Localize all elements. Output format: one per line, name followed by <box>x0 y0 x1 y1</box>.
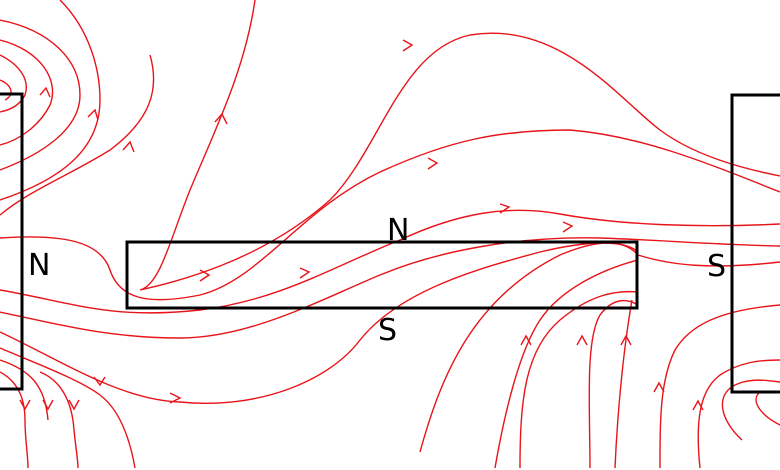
right-magnet-label: S <box>707 249 726 284</box>
right-magnet <box>730 93 780 394</box>
field-arrows <box>19 39 704 411</box>
center-magnet <box>125 240 639 310</box>
left-magnet-label: N <box>28 248 50 283</box>
left-magnet <box>0 92 24 391</box>
center-bottom-label: S <box>378 313 397 348</box>
center-top-label: N <box>387 213 409 248</box>
